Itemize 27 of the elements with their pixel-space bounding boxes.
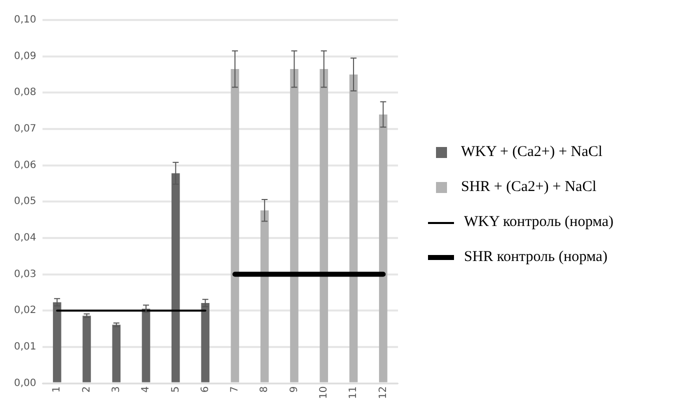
y-tick-label: 0,06	[14, 160, 36, 171]
y-tick-label: 0,08	[14, 87, 36, 98]
x-tick-label: 4	[140, 386, 152, 393]
x-tick-label: 5	[170, 386, 182, 393]
x-tick-label: 8	[259, 386, 270, 393]
y-tick-label: 0,07	[14, 124, 36, 135]
y-tick-label: 0,09	[14, 50, 36, 62]
x-tick-label: 10	[318, 386, 330, 400]
y-tick-label: 0,10	[14, 14, 36, 26]
legend-label: WKY + (Ca2+) + NaCl	[461, 144, 602, 161]
x-tick-label: 1	[52, 386, 63, 393]
y-tick-label: 0,02	[14, 305, 36, 316]
y-tick-label: 0,01	[14, 342, 36, 353]
y-tick-label: 0,03	[14, 268, 36, 280]
x-tick-label: 2	[81, 386, 92, 393]
legend-label: SHR + (Ca2+) + NaCl	[461, 179, 596, 196]
legend-label: SHR контроль (норма)	[464, 249, 608, 266]
x-tick-label: 12	[378, 386, 389, 400]
x-tick-label: 11	[348, 386, 360, 400]
legend-label: WKY контроль (норма)	[464, 214, 614, 231]
x-tick-label: 9	[288, 386, 300, 393]
y-tick-label: 0,04	[14, 232, 36, 244]
y-tick-label: 0,00	[14, 378, 36, 389]
x-tick-label: 6	[200, 386, 211, 393]
x-tick-label: 7	[230, 386, 241, 393]
x-tick-label: 3	[110, 386, 122, 393]
y-tick-label: 0,05	[14, 196, 36, 208]
